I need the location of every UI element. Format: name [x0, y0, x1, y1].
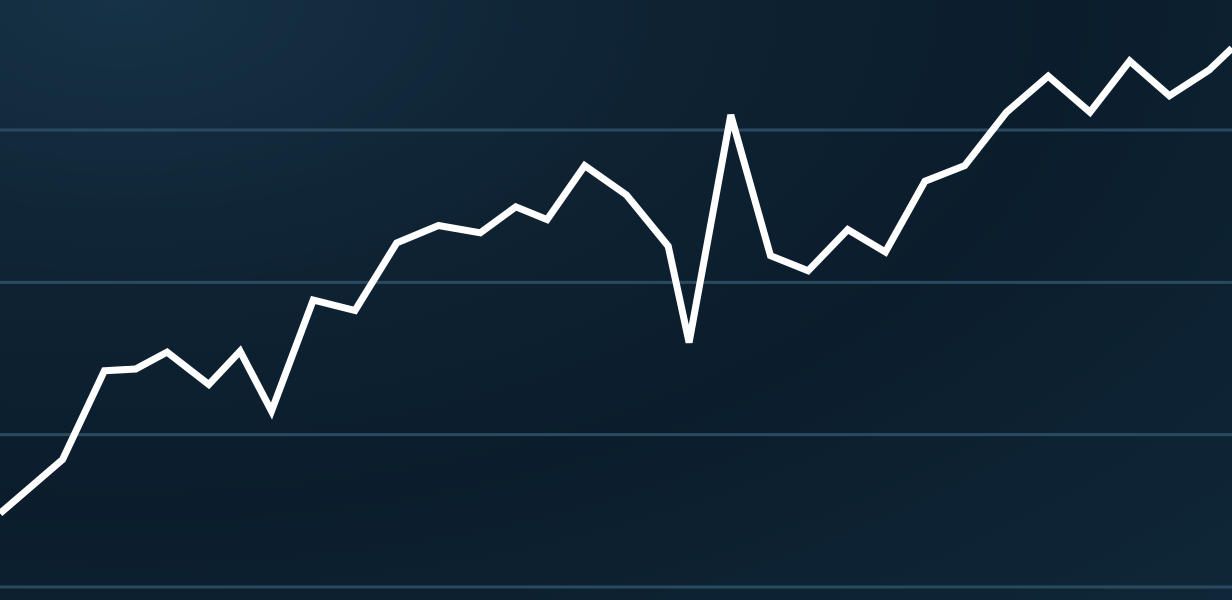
data-point-21: [805, 268, 811, 274]
data-point-6: [237, 348, 243, 354]
gridlines: [0, 128, 1232, 589]
data-point-28: [1087, 109, 1093, 115]
data-point-2: [101, 368, 107, 374]
data-point-13: [513, 204, 519, 210]
data-point-10: [394, 240, 400, 246]
data-point-17: [665, 243, 671, 249]
series-layer: [0, 45, 1232, 517]
data-point-16: [623, 192, 629, 198]
data-point-19: [728, 112, 734, 118]
data-point-24: [922, 178, 928, 184]
data-point-8: [310, 297, 316, 303]
data-point-25: [962, 163, 968, 169]
data-point-9: [352, 308, 358, 314]
data-point-1: [60, 456, 66, 462]
data-point-23: [882, 249, 888, 255]
data-point-30: [1166, 93, 1172, 99]
data-point-29: [1127, 58, 1133, 64]
data-point-15: [582, 163, 588, 169]
data-point-5: [206, 382, 212, 388]
data-point-11: [436, 223, 442, 229]
data-point-20: [768, 253, 774, 259]
data-point-14: [544, 217, 550, 223]
data-point-4: [164, 349, 170, 355]
data-point-22: [845, 227, 851, 233]
data-point-18: [686, 340, 692, 346]
data-point-12: [477, 230, 483, 236]
data-point-27: [1045, 73, 1051, 79]
series-line-0: [0, 45, 1232, 517]
data-point-7: [268, 408, 274, 414]
data-point-31: [1206, 67, 1212, 73]
data-point-26: [1003, 109, 1009, 115]
data-point-3: [133, 366, 139, 372]
